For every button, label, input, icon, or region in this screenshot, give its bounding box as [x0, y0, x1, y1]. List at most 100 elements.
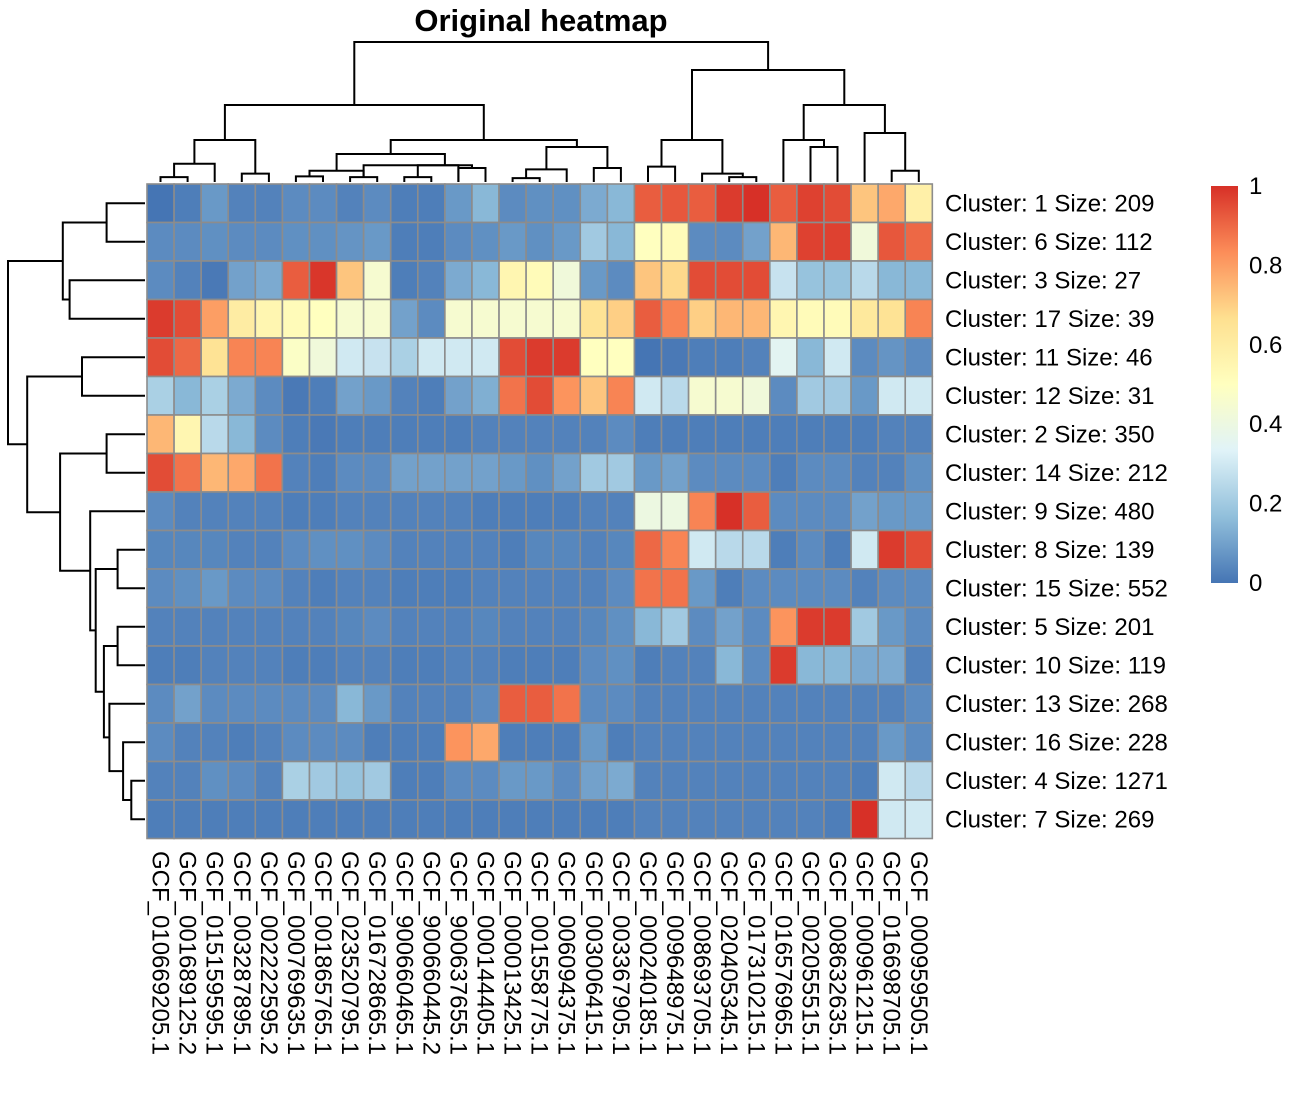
- heatmap-cell: [389, 260, 419, 301]
- heatmap-cell: [741, 799, 771, 840]
- column-dendrogram-branch: [193, 139, 257, 174]
- heatmap-cell: [796, 568, 825, 609]
- heatmap-cell: [633, 452, 663, 493]
- heatmap-cell: [552, 375, 582, 416]
- heatmap-cell: [498, 491, 527, 532]
- heatmap-cell: [498, 183, 527, 224]
- heatmap-cell: [281, 529, 311, 570]
- column-label: GCF_008632635.1: [824, 851, 851, 1055]
- heatmap-cell: [308, 683, 338, 724]
- heatmap-cell: [200, 337, 230, 378]
- column-dendrogram-branch: [863, 132, 907, 182]
- heatmap-cell: [146, 298, 175, 339]
- row-dendrogram-branch: [26, 375, 82, 514]
- heatmap-cell: [362, 221, 392, 262]
- heatmap-cell: [200, 683, 230, 724]
- heatmap-cell: [714, 260, 744, 301]
- row-label: Cluster: 15 Size: 552: [945, 575, 1168, 602]
- heatmap-cell: [579, 722, 609, 763]
- heatmap-cell: [823, 799, 852, 840]
- heatmap-cell: [200, 799, 230, 840]
- heatmap-cell: [741, 183, 771, 224]
- heatmap-cell: [227, 722, 257, 763]
- heatmap-cell: [335, 260, 365, 301]
- heatmap-cell: [146, 799, 175, 840]
- heatmap-cell: [741, 568, 771, 609]
- heatmap-cell: [146, 722, 175, 763]
- heatmap-cell: [254, 298, 284, 339]
- heatmap-cell: [362, 183, 392, 224]
- heatmap-cell: [146, 452, 175, 493]
- heatmap-cell: [416, 375, 446, 416]
- column-dendrogram-branch: [416, 164, 473, 178]
- heatmap-cell: [606, 606, 636, 647]
- heatmap-cell: [633, 221, 663, 262]
- heatmap-cell: [877, 221, 907, 262]
- heatmap-cell: [227, 683, 257, 724]
- heatmap-cell: [552, 260, 582, 301]
- heatmap-cell: [606, 568, 636, 609]
- heatmap-cell: [308, 414, 338, 455]
- heatmap-cell: [552, 414, 582, 455]
- heatmap-cell: [471, 298, 500, 339]
- heatmap-cell: [471, 260, 500, 301]
- heatmap-cell: [877, 337, 907, 378]
- heatmap-cell: [687, 260, 717, 301]
- heatmap-cell: [877, 491, 907, 532]
- heatmap-cell: [714, 491, 744, 532]
- heatmap-cell: [769, 722, 798, 763]
- heatmap-cell: [796, 183, 825, 224]
- row-label: Cluster: 1 Size: 209: [945, 190, 1154, 217]
- heatmap-cell: [850, 760, 879, 801]
- heatmap-cell: [471, 722, 500, 763]
- heatmap-cell: [850, 221, 879, 262]
- heatmap-cell: [362, 260, 392, 301]
- heatmap-cell: [335, 375, 365, 416]
- heatmap-cell: [281, 799, 311, 840]
- heatmap-cell: [850, 375, 879, 416]
- heatmap-cell: [714, 298, 744, 339]
- heatmap-cell: [741, 491, 771, 532]
- heatmap-cell: [525, 414, 554, 455]
- heatmap-cell: [308, 529, 338, 570]
- heatmap-cell: [471, 760, 500, 801]
- heatmap-cell: [850, 799, 879, 840]
- heatmap-cell: [227, 298, 257, 339]
- heatmap-cell: [552, 221, 582, 262]
- heatmap-cell: [769, 683, 798, 724]
- heatmap-cell: [444, 337, 473, 378]
- heatmap-cell: [633, 722, 663, 763]
- heatmap-cell: [606, 183, 636, 224]
- column-dendrogram-branch: [240, 172, 270, 182]
- legend-tick-label: 0.6: [1249, 332, 1282, 359]
- legend-tick-label: 1: [1249, 173, 1262, 200]
- heatmap-cell: [471, 221, 500, 262]
- heatmap-cell: [281, 722, 311, 763]
- heatmap-cell: [254, 452, 284, 493]
- heatmap-cell: [525, 260, 554, 301]
- heatmap-cell: [769, 260, 798, 301]
- heatmap-cell: [362, 606, 392, 647]
- heatmap-cell: [416, 568, 446, 609]
- heatmap-cell: [525, 298, 554, 339]
- heatmap-cell: [308, 183, 338, 224]
- heatmap-cell: [579, 260, 609, 301]
- heatmap-cell: [335, 414, 365, 455]
- chart-title: Original heatmap: [414, 3, 667, 38]
- heatmap-cell: [498, 337, 527, 378]
- heatmap-cell: [416, 183, 446, 224]
- heatmap-cell: [904, 491, 934, 532]
- heatmap-cell: [146, 221, 175, 262]
- heatmap-cell: [660, 183, 690, 224]
- heatmap-cell: [904, 183, 934, 224]
- heatmap-cell: [308, 760, 338, 801]
- heatmap-cell: [362, 452, 392, 493]
- heatmap-cell: [389, 337, 419, 378]
- heatmap-cell: [850, 337, 879, 378]
- heatmap-cell: [687, 568, 717, 609]
- heatmap-cell: [877, 452, 907, 493]
- heatmap-cell: [389, 722, 419, 763]
- heatmap-cell: [687, 606, 717, 647]
- heatmap-cell: [335, 529, 365, 570]
